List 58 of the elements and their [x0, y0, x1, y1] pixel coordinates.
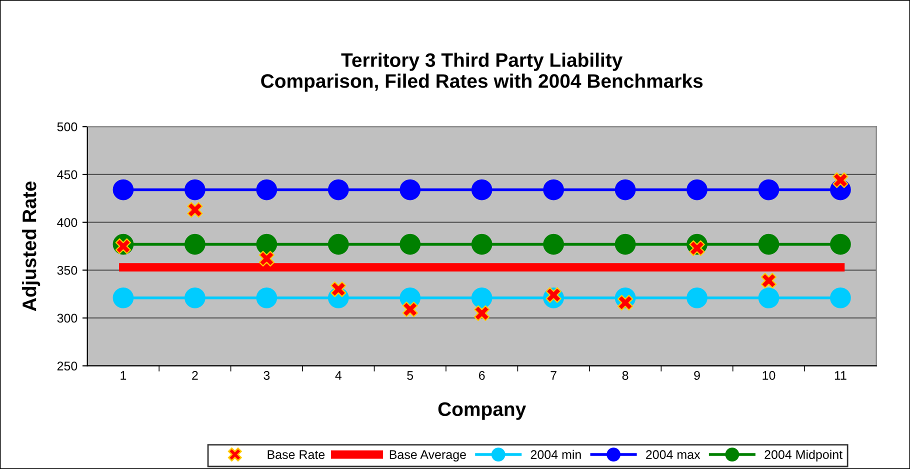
x-tick-label: 11	[834, 371, 846, 380]
point	[112, 287, 134, 308]
x-tick-label: 10	[762, 371, 776, 380]
point	[614, 179, 636, 200]
point	[184, 287, 206, 308]
point	[686, 179, 708, 200]
x-tick-label: 5	[407, 371, 414, 380]
point	[760, 272, 777, 289]
legend-label: 2004 min	[530, 450, 581, 460]
point	[328, 234, 349, 255]
point	[614, 234, 636, 255]
point	[258, 250, 275, 266]
point	[256, 287, 278, 308]
point	[471, 287, 492, 308]
point	[471, 179, 492, 200]
point	[187, 202, 203, 218]
y-tick-label: 350	[57, 266, 78, 275]
point	[184, 234, 206, 255]
x-tick-label: 2	[192, 371, 198, 380]
x-tick-label: 1	[120, 371, 126, 380]
legend-label: Base Rate	[268, 450, 325, 460]
x-axis-title: Company	[438, 402, 526, 420]
point	[328, 179, 349, 200]
y-tick-label: 250	[57, 362, 78, 370]
point	[112, 179, 134, 200]
x-tick-label: 6	[479, 371, 485, 380]
y-tick-label: 450	[57, 170, 78, 180]
legend-label: Base Average	[390, 450, 466, 462]
point	[400, 234, 421, 255]
point	[832, 172, 848, 188]
y-axis-title: Adjusted Rate	[22, 182, 40, 312]
point	[184, 179, 206, 200]
legend-label: 2004 Midpoint	[764, 450, 842, 462]
point	[330, 281, 346, 298]
point	[758, 287, 780, 308]
x-tick-label: 7	[550, 371, 556, 380]
point	[474, 305, 490, 322]
point	[256, 234, 278, 255]
point	[758, 234, 780, 255]
point	[830, 234, 851, 255]
point	[758, 179, 780, 200]
point	[543, 179, 564, 200]
chart-title: Territory 3 Third Party Liability Comparison, Filed Rates with 2004 Benchmarks	[261, 52, 703, 92]
point	[830, 287, 851, 308]
x-tick-label: 9	[694, 371, 700, 380]
y-tick-label: 400	[57, 218, 78, 227]
point	[543, 234, 564, 255]
y-tick-label: 500	[57, 122, 78, 132]
legend-label: 2004 max	[646, 450, 700, 460]
x-tick-label: 8	[622, 371, 628, 380]
point	[471, 234, 492, 255]
x-tick-label: 4	[335, 371, 342, 380]
point	[400, 179, 421, 200]
point	[402, 302, 418, 318]
y-tick-label: 300	[57, 314, 78, 323]
x-tick-label: 3	[264, 371, 270, 380]
point	[686, 287, 708, 308]
point	[256, 179, 278, 200]
